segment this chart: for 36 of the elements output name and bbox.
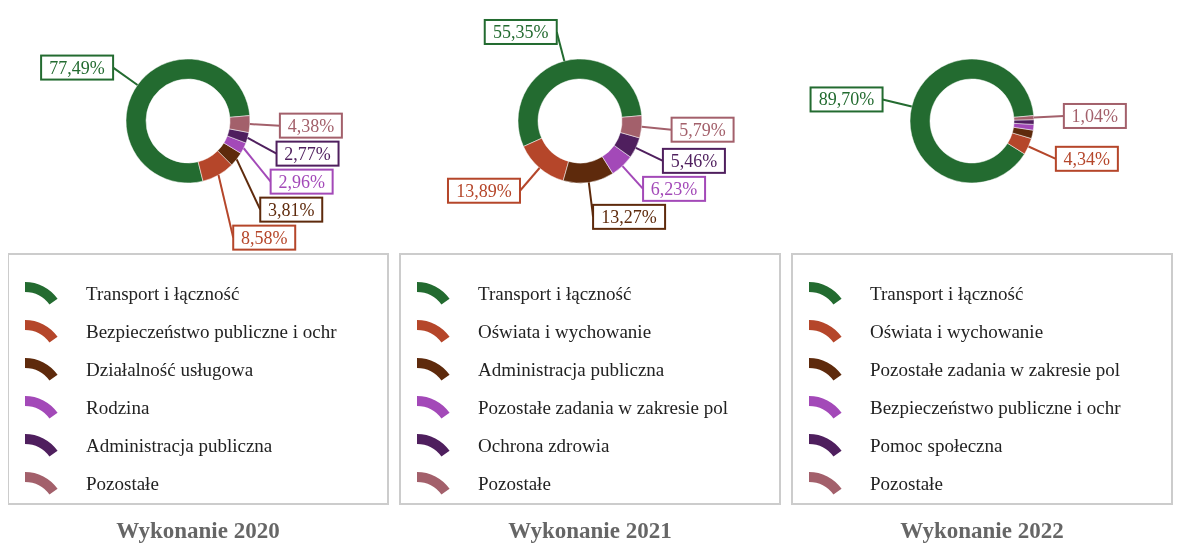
data-label: 13,89% bbox=[456, 180, 512, 201]
data-label: 6,23% bbox=[650, 178, 698, 199]
legend-label: Transport i łączność bbox=[86, 283, 240, 304]
legend-label: Administracja publiczna bbox=[86, 435, 273, 456]
legend-label: Bezpieczeństwo publiczne i ochr bbox=[86, 321, 338, 342]
legend-label: Pozostałe bbox=[478, 473, 551, 494]
data-label: 5,46% bbox=[670, 150, 718, 171]
text: Wykonanie 2022 bbox=[900, 518, 1064, 543]
legend-label: Pomoc społeczna bbox=[870, 435, 1003, 456]
legend-label: Oświata i wychowanie bbox=[870, 321, 1044, 342]
data-label: 55,35% bbox=[493, 21, 549, 42]
legend-label: Działalność usługowa bbox=[86, 359, 254, 380]
data-label: 4,34% bbox=[1063, 148, 1111, 169]
legend-label: Transport i łączność bbox=[870, 283, 1024, 304]
legend-label: Administracja publiczna bbox=[478, 359, 665, 380]
data-label: 89,70% bbox=[818, 89, 875, 110]
data-label: 1,04% bbox=[1071, 105, 1119, 126]
legend-label: Oświata i wychowanie bbox=[478, 321, 652, 342]
legend-label: Pozostałe bbox=[870, 473, 943, 494]
data-label: 3,81% bbox=[267, 199, 315, 220]
data-label: 77,49% bbox=[49, 57, 105, 78]
data-label: 4,38% bbox=[287, 115, 335, 136]
legend-label: Pozostałe zadania w zakresie pol bbox=[870, 359, 1121, 380]
legend-label: Rodzina bbox=[86, 397, 150, 418]
legend-label: Pozostałe zadania w zakresie pol bbox=[478, 397, 729, 418]
legend-label: Bezpieczeństwo publiczne i ochr bbox=[870, 397, 1122, 418]
text: Wykonanie 2021 bbox=[508, 518, 672, 543]
data-label: 2,96% bbox=[278, 171, 325, 192]
legend-label: Ochrona zdrowia bbox=[478, 435, 610, 456]
data-label: 13,27% bbox=[601, 206, 657, 227]
legend-label: Transport i łączność bbox=[478, 283, 632, 304]
legend-label: Pozostałe bbox=[86, 473, 159, 494]
data-label: 5,79% bbox=[679, 119, 726, 140]
data-label: 2,77% bbox=[284, 143, 331, 164]
text: Wykonanie 2020 bbox=[116, 518, 280, 543]
data-label: 8,58% bbox=[240, 227, 288, 248]
